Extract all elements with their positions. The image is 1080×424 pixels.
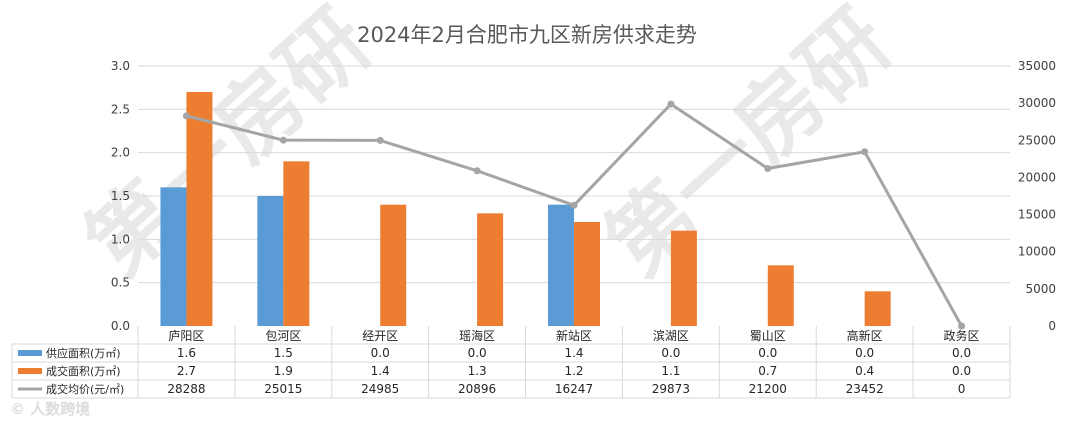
bars [160, 92, 891, 326]
table-cell: 0.0 [952, 364, 971, 378]
right-tick-label: 30000 [1018, 96, 1056, 110]
right-tick-label: 15000 [1018, 208, 1056, 222]
category-label: 高新区 [847, 328, 883, 343]
bar-deal [186, 92, 213, 326]
category-label: 政务区 [944, 328, 980, 343]
category-label: 蜀山区 [750, 329, 786, 343]
series-label: 成交均价(元/㎡) [46, 382, 124, 396]
bar-deal [477, 213, 504, 326]
table-cell: 1.1 [661, 364, 680, 378]
category-label: 庐阳区 [168, 328, 204, 343]
table-cell: 28288 [167, 382, 205, 396]
table-cell: 0.0 [468, 346, 487, 360]
left-tick-label: 0.5 [111, 276, 130, 290]
left-tick-label: 2.5 [111, 102, 130, 116]
bar-deal [574, 222, 600, 326]
table-cell: 0.0 [661, 346, 680, 360]
price-point [473, 167, 481, 175]
price-point [861, 148, 869, 156]
table-cell: 0.4 [855, 364, 874, 378]
right-tick-label: 10000 [1018, 245, 1056, 259]
price-point [279, 136, 287, 144]
category-label: 经开区 [362, 329, 398, 343]
left-tick-label: 1.0 [111, 232, 130, 246]
category-label: 包河区 [265, 329, 301, 343]
bar-deal [283, 161, 310, 326]
left-tick-label: 2.0 [111, 146, 130, 160]
table-cell: 0.0 [371, 346, 390, 360]
legend-key [18, 350, 42, 356]
right-tick-label: 5000 [1025, 282, 1056, 296]
bar-supply [160, 187, 187, 326]
price-point [667, 100, 675, 108]
price-point [376, 136, 384, 144]
table-cell: 1.2 [564, 364, 583, 378]
table-cell: 23452 [846, 382, 884, 396]
table-cell: 0.7 [758, 364, 777, 378]
bar-deal [670, 230, 697, 326]
table-cell: 0.0 [855, 346, 874, 360]
table-cell: 1.5 [274, 346, 293, 360]
table-cell: 21200 [749, 382, 787, 396]
bar-deal [380, 204, 407, 326]
right-tick-label: 0 [1048, 319, 1056, 333]
right-tick-label: 25000 [1018, 133, 1056, 147]
bar-supply [548, 204, 574, 326]
left-tick-label: 3.0 [111, 59, 130, 73]
category-label: 新站区 [556, 328, 592, 343]
price-point [182, 112, 190, 120]
chart-title: 2024年2月合肥市九区新房供求走势 [357, 23, 697, 47]
category-label: 滨湖区 [653, 328, 689, 343]
table-cell: 1.3 [468, 364, 487, 378]
table-cell: 29873 [652, 382, 690, 396]
table-cell: 0.0 [758, 346, 777, 360]
price-point [958, 322, 966, 330]
price-point [764, 165, 772, 173]
series-label: 供应面积(万㎡) [46, 346, 121, 360]
right-tick-label: 35000 [1018, 59, 1056, 73]
table-cell: 1.6 [177, 346, 196, 360]
table-cell: 2.7 [177, 364, 196, 378]
table-cell: 25015 [264, 382, 302, 396]
table-cell: 0 [958, 382, 966, 396]
legend-key [18, 368, 42, 374]
table-cell: 1.4 [371, 364, 390, 378]
table-cell: 24985 [361, 382, 399, 396]
table-cell: 1.9 [274, 364, 293, 378]
category-label: 瑶海区 [459, 328, 495, 343]
left-tick-label: 1.5 [111, 189, 130, 203]
table-cell: 20896 [458, 382, 496, 396]
table-cell: 16247 [555, 382, 593, 396]
right-axis: 0 5000 10000 15000 20000 25000 30000 35000 [1018, 59, 1056, 333]
bar-deal [864, 291, 891, 326]
left-tick-label: 0.0 [111, 319, 130, 333]
price-line [182, 100, 966, 330]
bar-deal [767, 265, 794, 326]
table-cell: 0.0 [952, 346, 971, 360]
left-axis: 0.0 0.5 1.0 1.5 2.0 2.5 3.0 [111, 59, 130, 333]
table-cell: 1.4 [564, 346, 583, 360]
bar-supply [257, 196, 284, 326]
price-point [570, 201, 578, 209]
series-label: 成交面积(万㎡) [46, 364, 121, 378]
credit-watermark: © 人数跨境 [10, 400, 90, 418]
right-tick-label: 20000 [1018, 170, 1056, 184]
